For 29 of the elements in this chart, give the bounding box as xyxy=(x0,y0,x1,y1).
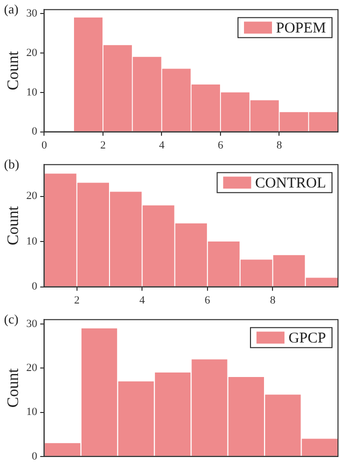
y-tick-label: 10 xyxy=(26,235,38,248)
x-tick-label: 2 xyxy=(100,139,106,152)
y-tick-label: 10 xyxy=(26,406,38,418)
x-tick-label: 2 xyxy=(74,294,80,306)
text: (a) xyxy=(4,2,18,17)
y-axis-title: Count xyxy=(4,50,22,90)
text: (c) xyxy=(4,312,18,327)
y-axis-title: Count xyxy=(4,206,22,246)
y-tick-label: 30 xyxy=(26,7,38,20)
y-tick-label: 20 xyxy=(26,362,38,374)
legend-label: GPCP xyxy=(288,330,326,347)
y-axis-title: Count xyxy=(4,368,22,408)
text: (b) xyxy=(4,156,20,172)
x-tick-label: 4 xyxy=(139,294,146,306)
y-tick-label: 30 xyxy=(26,318,38,330)
y-tick-label: 20 xyxy=(26,190,38,202)
x-tick-label: 6 xyxy=(218,139,224,152)
y-tick-label: 10 xyxy=(26,86,38,98)
x-tick-label: 0 xyxy=(41,139,48,152)
x-tick-label: 8 xyxy=(270,294,276,306)
legend-label: POPEM xyxy=(276,20,326,37)
x-tick-label: 8 xyxy=(276,139,282,152)
y-tick-label: 0 xyxy=(32,126,38,138)
y-tick-label: 20 xyxy=(26,46,38,59)
x-tick-label: 6 xyxy=(204,294,211,306)
y-tick-label: 0 xyxy=(32,280,38,293)
legend-label: CONTROL xyxy=(255,176,326,192)
y-tick-label: 0 xyxy=(32,450,38,462)
x-tick-label: 4 xyxy=(158,139,165,152)
